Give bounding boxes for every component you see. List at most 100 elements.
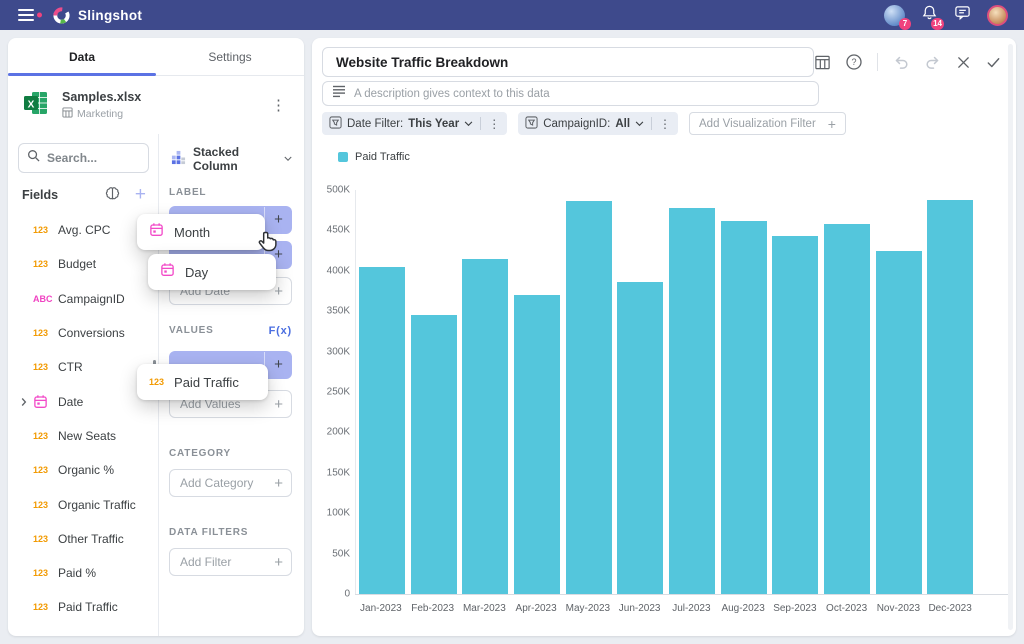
- svg-text:X: X: [28, 99, 35, 110]
- field-item-avg-cpc[interactable]: 123Avg. CPC: [8, 213, 157, 247]
- x-axis: Jan-2023Feb-2023Mar-2023Apr-2023May-2023…: [355, 603, 976, 614]
- plus-icon[interactable]: +: [264, 352, 292, 378]
- category-section-header: CATEGORY: [169, 449, 292, 459]
- field-item-other-traffic[interactable]: 123Other Traffic: [8, 522, 157, 556]
- title-input[interactable]: [323, 55, 813, 70]
- plus-icon[interactable]: +: [274, 283, 283, 300]
- add-category-dropzone[interactable]: Add Category +: [169, 469, 292, 497]
- notification-dot: [37, 13, 42, 18]
- hamburger-menu-icon[interactable]: [18, 9, 34, 21]
- add-filter-dropzone[interactable]: Add Filter +: [169, 548, 292, 576]
- y-tick-label: 0: [344, 589, 350, 600]
- legend-label: Paid Traffic: [355, 151, 410, 163]
- bar-aug-2023[interactable]: [721, 221, 767, 594]
- field-item-new-seats[interactable]: 123New Seats: [8, 419, 157, 453]
- calendar-icon: [149, 222, 164, 242]
- close-icon[interactable]: [956, 55, 971, 70]
- ai-insights-icon[interactable]: [104, 186, 121, 203]
- hand-cursor-icon: [254, 230, 281, 262]
- plus-icon[interactable]: +: [274, 475, 283, 492]
- field-item-campaignid[interactable]: ABCCampaignID: [8, 282, 157, 316]
- bar-jan-2023[interactable]: [359, 267, 405, 594]
- y-tick-label: 500K: [327, 185, 350, 196]
- plot-area: [355, 190, 976, 594]
- field-item-ctr[interactable]: 123CTR: [8, 350, 157, 384]
- y-tick-label: 50K: [332, 548, 350, 559]
- plus-icon[interactable]: +: [274, 396, 283, 413]
- undo-icon[interactable]: [892, 53, 910, 71]
- filter-menu-button[interactable]: ⋮: [659, 118, 671, 130]
- confirm-check-icon[interactable]: [985, 54, 1002, 71]
- visualization-filters: Date Filter: This Year ⋮ CampaignID: All…: [322, 112, 846, 135]
- description-field[interactable]: [322, 81, 819, 106]
- datasource-row[interactable]: X Samples.xlsx Marketing ⋮: [8, 76, 304, 134]
- label-section-header: LABEL: [169, 188, 292, 198]
- fx-button[interactable]: F(x): [269, 326, 292, 336]
- filter-menu-button[interactable]: ⋮: [488, 118, 500, 130]
- filter-chip-campaignid[interactable]: CampaignID: All ⋮: [518, 112, 678, 135]
- visualization-panel: ?: [312, 38, 1016, 636]
- plus-icon[interactable]: +: [274, 554, 283, 571]
- calendar-icon: [160, 262, 175, 282]
- bar-feb-2023[interactable]: [411, 315, 457, 594]
- notifications-button[interactable]: 14: [921, 4, 938, 26]
- tab-data[interactable]: Data: [8, 38, 156, 75]
- description-input[interactable]: [354, 88, 809, 100]
- excel-file-icon: X: [22, 89, 50, 122]
- slingshot-logo-icon[interactable]: [52, 6, 71, 25]
- sheet-name: Marketing: [77, 108, 123, 120]
- tab-settings[interactable]: Settings: [156, 38, 304, 75]
- field-item-organic-traffic[interactable]: 123Organic Traffic: [8, 487, 157, 521]
- y-axis: 500K450K400K350K300K250K200K150K100K50K0: [312, 190, 350, 594]
- bar-sep-2023[interactable]: [772, 236, 818, 594]
- collaborator-avatar[interactable]: 7: [884, 5, 905, 26]
- bar-slot: [408, 190, 460, 594]
- field-item-budget[interactable]: 123Budget: [8, 247, 157, 281]
- bar-dec-2023[interactable]: [927, 200, 973, 594]
- field-item-conversions[interactable]: 123Conversions: [8, 316, 157, 350]
- sheet-grid-icon: [62, 107, 73, 121]
- chevron-right-icon[interactable]: [20, 397, 33, 407]
- field-item-date[interactable]: Date: [8, 384, 157, 418]
- search-input[interactable]: [47, 151, 140, 165]
- field-type-badge: ABC: [33, 294, 58, 304]
- bar-slot: [718, 190, 770, 594]
- show-data-table-icon[interactable]: [814, 54, 831, 71]
- visualization-title-field[interactable]: [322, 47, 814, 77]
- add-visualization-filter-button[interactable]: Add Visualization Filter +: [689, 112, 846, 135]
- field-search-box[interactable]: [18, 143, 149, 173]
- x-tick-label: Aug-2023: [717, 603, 769, 614]
- chart-legend[interactable]: Paid Traffic: [338, 151, 410, 163]
- bar-slot: [769, 190, 821, 594]
- collaborator-count-badge: 7: [899, 18, 911, 30]
- y-tick-label: 450K: [327, 225, 350, 236]
- bar-slot: [924, 190, 976, 594]
- datasource-name: Samples.xlsx: [62, 90, 141, 104]
- bar-jun-2023[interactable]: [617, 282, 663, 594]
- navbar-right: 7 14: [884, 4, 1024, 26]
- field-type-badge: 123: [33, 362, 58, 372]
- dragged-field-month[interactable]: Month: [137, 214, 265, 250]
- bar-jul-2023[interactable]: [669, 208, 715, 594]
- bar-apr-2023[interactable]: [514, 295, 560, 594]
- field-item-paid-traffic[interactable]: 123Paid Traffic: [8, 590, 157, 624]
- y-tick-label: 200K: [327, 427, 350, 438]
- bar-mar-2023[interactable]: [462, 259, 508, 594]
- comments-button[interactable]: [954, 4, 971, 26]
- panel-scrollbar[interactable]: [1008, 44, 1013, 630]
- x-tick-label: Jan-2023: [355, 603, 407, 614]
- help-icon[interactable]: ?: [845, 53, 863, 71]
- add-field-button[interactable]: +: [135, 188, 146, 202]
- bar-may-2023[interactable]: [566, 201, 612, 594]
- datasource-menu-button[interactable]: ⋮: [267, 98, 290, 113]
- redo-icon[interactable]: [924, 53, 942, 71]
- profile-avatar[interactable]: [987, 5, 1008, 26]
- field-item-paid-[interactable]: 123Paid %: [8, 556, 157, 590]
- bar-nov-2023[interactable]: [876, 251, 922, 594]
- bar-oct-2023[interactable]: [824, 224, 870, 594]
- chart-type-dropdown[interactable]: Stacked Column: [171, 150, 292, 168]
- dragged-field-paid-traffic[interactable]: 123 Paid Traffic: [137, 364, 268, 400]
- x-tick-label: May-2023: [562, 603, 614, 614]
- filter-chip-date[interactable]: Date Filter: This Year ⋮: [322, 112, 507, 135]
- field-item-organic-[interactable]: 123Organic %: [8, 453, 157, 487]
